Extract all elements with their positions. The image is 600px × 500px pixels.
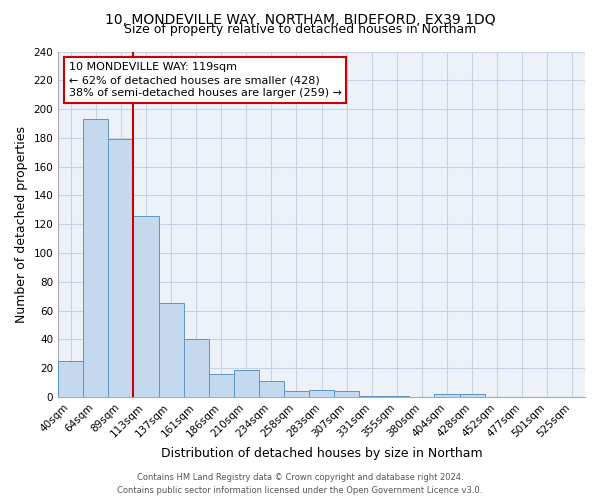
Bar xyxy=(234,370,259,397)
Text: Size of property relative to detached houses in Northam: Size of property relative to detached ho… xyxy=(124,22,476,36)
Bar xyxy=(184,340,209,397)
Text: Contains HM Land Registry data © Crown copyright and database right 2024.
Contai: Contains HM Land Registry data © Crown c… xyxy=(118,474,482,495)
Text: 10, MONDEVILLE WAY, NORTHAM, BIDEFORD, EX39 1DQ: 10, MONDEVILLE WAY, NORTHAM, BIDEFORD, E… xyxy=(104,12,496,26)
Bar xyxy=(259,381,284,397)
Y-axis label: Number of detached properties: Number of detached properties xyxy=(15,126,28,322)
Bar xyxy=(83,119,109,397)
Bar xyxy=(434,394,460,397)
Bar xyxy=(284,391,309,397)
Bar xyxy=(58,361,83,397)
Bar xyxy=(385,396,409,397)
Bar xyxy=(133,216,158,397)
Bar xyxy=(460,394,485,397)
Text: 10 MONDEVILLE WAY: 119sqm
← 62% of detached houses are smaller (428)
38% of semi: 10 MONDEVILLE WAY: 119sqm ← 62% of detac… xyxy=(69,62,342,98)
Bar xyxy=(309,390,334,397)
Bar xyxy=(109,140,133,397)
Bar xyxy=(158,304,184,397)
Bar xyxy=(359,396,385,397)
Bar xyxy=(209,374,234,397)
X-axis label: Distribution of detached houses by size in Northam: Distribution of detached houses by size … xyxy=(161,447,482,460)
Bar xyxy=(334,391,359,397)
